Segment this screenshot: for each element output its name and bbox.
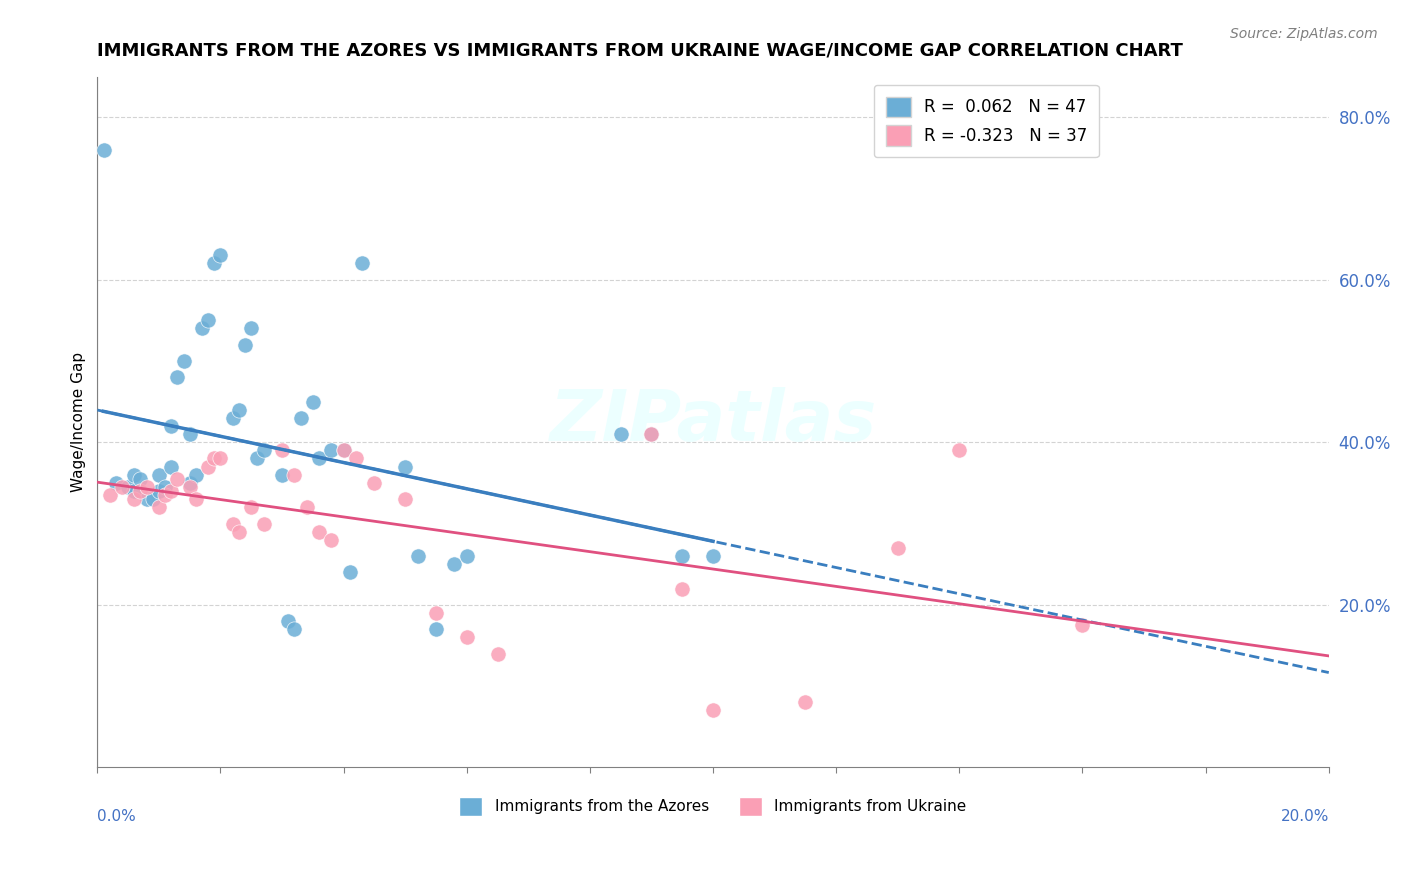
- Point: [148, 483, 170, 498]
- Point: [148, 500, 170, 515]
- Point: [222, 410, 245, 425]
- Point: [184, 492, 207, 507]
- Point: [135, 492, 157, 507]
- Point: [352, 256, 374, 270]
- Point: [166, 472, 188, 486]
- Point: [283, 622, 305, 636]
- Point: [135, 480, 157, 494]
- Point: [332, 443, 354, 458]
- Point: [609, 427, 631, 442]
- Point: [202, 256, 225, 270]
- Point: [344, 451, 367, 466]
- Point: [308, 451, 330, 466]
- Point: [394, 492, 416, 507]
- Text: ZIPatlas: ZIPatlas: [550, 387, 877, 457]
- Point: [222, 516, 245, 531]
- Point: [129, 472, 152, 486]
- Point: [321, 533, 343, 547]
- Point: [160, 459, 183, 474]
- Point: [671, 582, 693, 596]
- Point: [160, 419, 183, 434]
- Point: [295, 500, 318, 515]
- Point: [671, 549, 693, 563]
- Point: [363, 475, 385, 490]
- Point: [252, 516, 274, 531]
- Point: [443, 557, 465, 571]
- Point: [1071, 618, 1094, 632]
- Point: [209, 451, 232, 466]
- Point: [173, 354, 195, 368]
- Point: [98, 488, 121, 502]
- Point: [425, 622, 447, 636]
- Point: [240, 321, 263, 335]
- Point: [640, 427, 662, 442]
- Point: [93, 143, 115, 157]
- Text: 20.0%: 20.0%: [1281, 809, 1329, 823]
- Point: [148, 467, 170, 482]
- Point: [887, 541, 910, 555]
- Point: [308, 524, 330, 539]
- Point: [153, 480, 176, 494]
- Point: [160, 483, 183, 498]
- Point: [290, 410, 312, 425]
- Point: [271, 467, 294, 482]
- Point: [486, 647, 509, 661]
- Point: [104, 475, 127, 490]
- Y-axis label: Wage/Income Gap: Wage/Income Gap: [72, 351, 86, 492]
- Point: [252, 443, 274, 458]
- Point: [233, 337, 256, 351]
- Point: [794, 695, 817, 709]
- Point: [271, 443, 294, 458]
- Point: [283, 467, 305, 482]
- Point: [456, 630, 478, 644]
- Point: [166, 370, 188, 384]
- Point: [191, 321, 214, 335]
- Point: [184, 467, 207, 482]
- Point: [406, 549, 429, 563]
- Point: [456, 549, 478, 563]
- Point: [209, 248, 232, 262]
- Point: [228, 402, 250, 417]
- Point: [179, 427, 201, 442]
- Point: [124, 492, 146, 507]
- Point: [197, 313, 219, 327]
- Point: [302, 394, 325, 409]
- Text: 0.0%: 0.0%: [97, 809, 136, 823]
- Point: [228, 524, 250, 539]
- Point: [142, 492, 165, 507]
- Point: [948, 443, 970, 458]
- Point: [640, 427, 662, 442]
- Point: [339, 566, 361, 580]
- Point: [394, 459, 416, 474]
- Point: [321, 443, 343, 458]
- Point: [179, 475, 201, 490]
- Legend: R =  0.062   N = 47, R = -0.323   N = 37: R = 0.062 N = 47, R = -0.323 N = 37: [875, 85, 1098, 157]
- Point: [277, 614, 299, 628]
- Point: [702, 549, 724, 563]
- Point: [425, 606, 447, 620]
- Text: IMMIGRANTS FROM THE AZORES VS IMMIGRANTS FROM UKRAINE WAGE/INCOME GAP CORRELATIO: IMMIGRANTS FROM THE AZORES VS IMMIGRANTS…: [97, 42, 1184, 60]
- Point: [202, 451, 225, 466]
- Point: [111, 480, 134, 494]
- Point: [129, 483, 152, 498]
- Point: [246, 451, 269, 466]
- Point: [197, 459, 219, 474]
- Point: [124, 467, 146, 482]
- Text: Source: ZipAtlas.com: Source: ZipAtlas.com: [1230, 27, 1378, 41]
- Point: [179, 480, 201, 494]
- Point: [117, 480, 139, 494]
- Point: [124, 483, 146, 498]
- Point: [332, 443, 354, 458]
- Point: [240, 500, 263, 515]
- Point: [153, 488, 176, 502]
- Point: [702, 703, 724, 717]
